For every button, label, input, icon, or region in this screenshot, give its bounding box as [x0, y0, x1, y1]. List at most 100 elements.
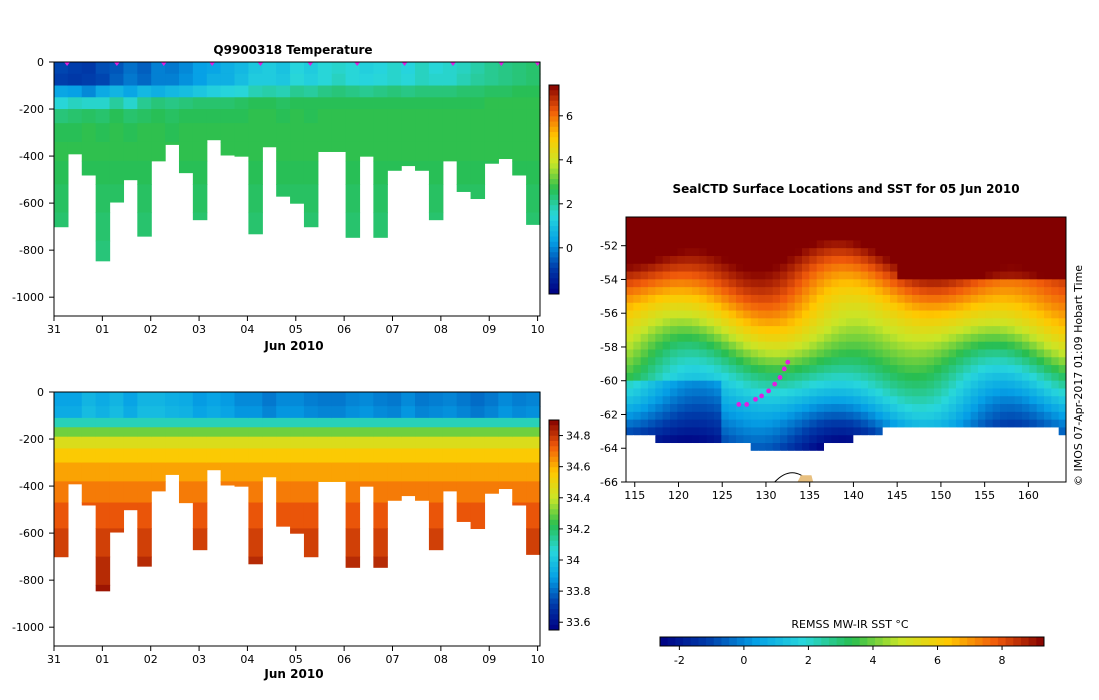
sst-cell [948, 287, 957, 296]
colorbar-tick-label: 4 [869, 654, 876, 667]
profile-cell [234, 481, 249, 487]
profile-cell [373, 528, 388, 558]
profile-cell [81, 462, 97, 482]
colorbar-tick-label: 34.8 [566, 430, 591, 443]
sst-cell [706, 474, 715, 483]
sst-cell [992, 419, 1001, 428]
profile-cell [123, 502, 138, 511]
sst-cell [831, 326, 840, 335]
profile-cell [123, 427, 138, 438]
sst-cell [721, 380, 730, 389]
sst-cell [706, 419, 715, 428]
colorbar-segment [821, 637, 830, 646]
sst-cell [875, 435, 884, 444]
sst-cell [985, 349, 994, 358]
sst-cell [640, 279, 649, 288]
sst-cell [780, 396, 788, 405]
sst-cell [875, 458, 884, 467]
sst-cell [809, 341, 818, 350]
sst-cell [831, 458, 840, 467]
sst-cell [670, 435, 678, 444]
sst-cell [699, 294, 708, 304]
sst-cell [1058, 357, 1067, 366]
sst-cell [970, 248, 979, 257]
sst-cell [772, 302, 781, 312]
sst-cell [655, 365, 664, 374]
sst-cell [912, 380, 920, 389]
colorbar-segment [690, 637, 699, 646]
profile-time-marker [307, 62, 314, 66]
sst-cell [919, 263, 928, 273]
sst-cell [765, 443, 774, 452]
sst-cell [853, 318, 862, 327]
sst-cell [963, 365, 972, 374]
sst-cell [802, 224, 810, 234]
sst-cell [904, 326, 913, 335]
profile-cell [137, 73, 152, 87]
profile-cell [206, 97, 222, 110]
profile-cell [456, 417, 472, 428]
sst-cell [743, 466, 752, 475]
profile-cell [248, 97, 263, 110]
colorbar-segment [890, 637, 899, 646]
sst-cell [824, 427, 832, 436]
sst-cell [838, 372, 847, 382]
sst-cell [714, 341, 722, 350]
sst-cell [941, 326, 950, 335]
profile-cell [484, 97, 499, 110]
sst-cell [758, 474, 766, 483]
sst-cell [1022, 372, 1030, 382]
profile-cell [276, 436, 291, 450]
profile-cell [498, 73, 513, 87]
sst-cell [699, 388, 708, 397]
profile-cell [248, 417, 263, 428]
sst-cell [648, 326, 656, 335]
profile-cell [54, 392, 69, 407]
sst-cell [934, 372, 942, 382]
colorbar-segment [549, 477, 559, 484]
profile-cell [317, 392, 333, 407]
sst-cell [692, 310, 700, 319]
profile-cell [81, 406, 97, 419]
sst-cell [721, 232, 730, 241]
y-tick-label: -62 [600, 408, 618, 421]
sst-cell [1007, 333, 1016, 343]
sst-cell [948, 279, 957, 288]
profile-cell [137, 85, 152, 98]
sst-cell [831, 263, 840, 273]
sst-cell [626, 419, 634, 428]
sst-cell [772, 217, 781, 226]
sst-cell [648, 474, 656, 483]
sst-cell [721, 302, 730, 312]
x-tick-label: 06 [337, 653, 351, 666]
sst-cell [970, 263, 979, 273]
sst-cell [780, 318, 788, 327]
sst-cell [1044, 310, 1052, 319]
sst-cell [963, 310, 972, 319]
sst-cell [1058, 326, 1067, 335]
sst-cell [692, 357, 700, 366]
sst-cell [662, 404, 671, 413]
sst-cell [948, 271, 957, 280]
sst-cell [868, 232, 876, 241]
sst-cell [838, 232, 847, 241]
colorbar-segment [852, 637, 861, 646]
profile-cell [470, 123, 486, 143]
sst-cell [655, 419, 664, 428]
profile-cell [54, 436, 69, 450]
sst-cell [1000, 333, 1008, 343]
sst-cell [721, 365, 730, 374]
sst-cell [802, 380, 810, 389]
sst-cell [948, 294, 957, 304]
sst-cell [882, 279, 891, 288]
sst-cell [1044, 294, 1052, 304]
sst-cell [1014, 380, 1023, 389]
sst-cell [728, 380, 737, 389]
profile-cell [303, 97, 319, 110]
sst-cell [831, 318, 840, 327]
colorbar-tick-label: 34.2 [566, 523, 591, 536]
sst-cell [728, 279, 737, 288]
sst-cell [662, 279, 671, 288]
sst-cell [692, 232, 700, 241]
sst-cell [1051, 474, 1060, 483]
